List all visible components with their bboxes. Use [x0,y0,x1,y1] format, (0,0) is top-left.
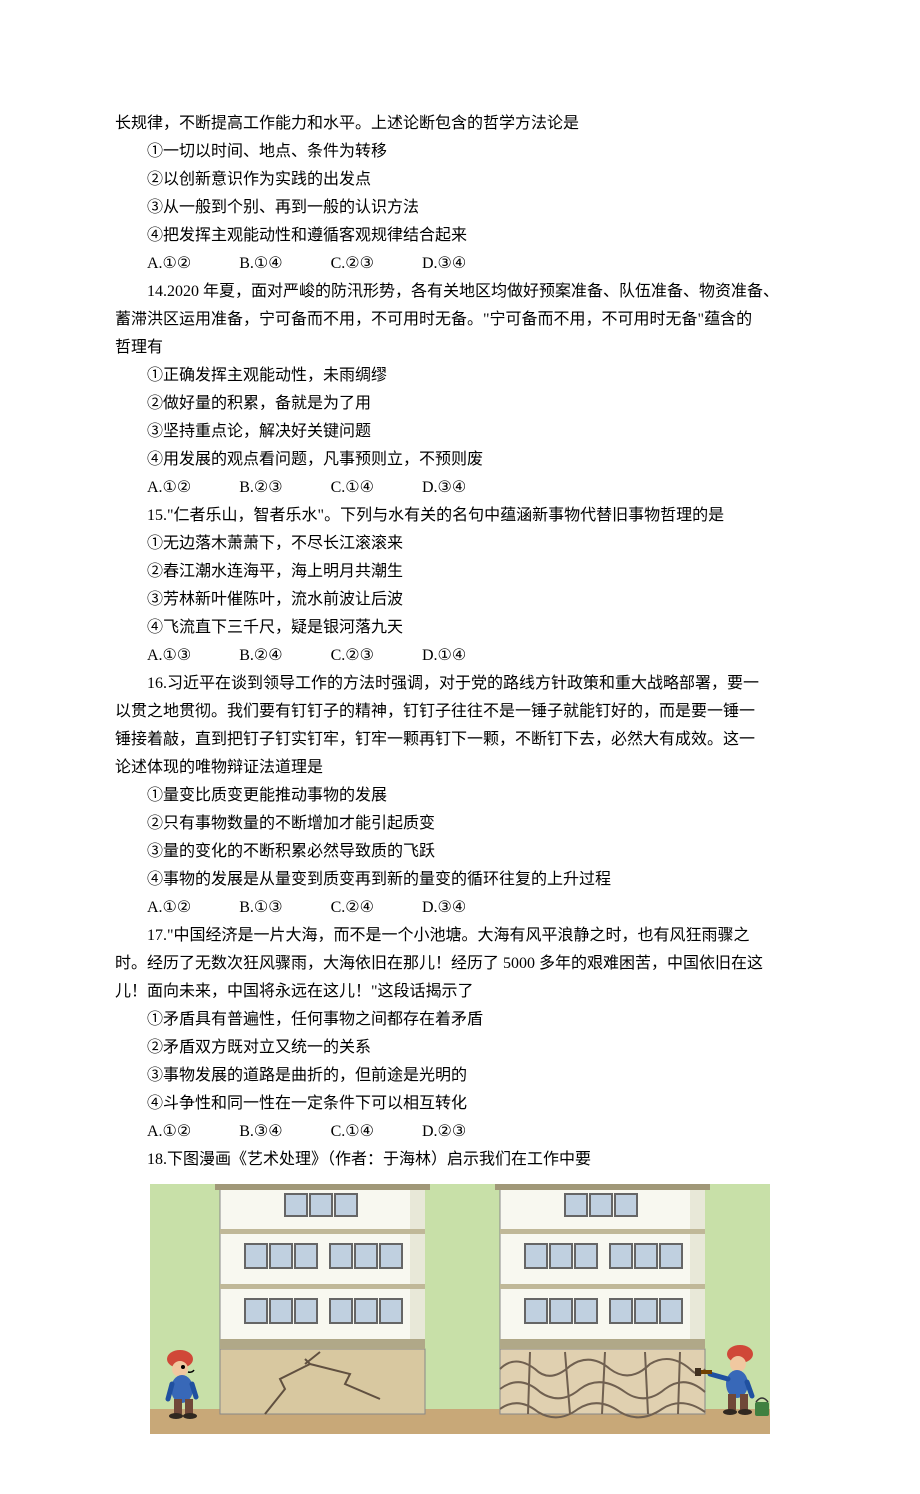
q17-opt4: ④斗争性和同一性在一定条件下可以相互转化 [115,1090,805,1118]
q14-lead2: 蓄滞洪区运用准备，宁可备而不用，不可用时无备。"宁可备而不用，不可用时无备"蕴含… [115,306,805,334]
q17-choices: A.①② B.③④ C.①④ D.②③ [115,1118,805,1146]
q16-opt1: ①量变比质变更能推动事物的发展 [115,782,805,810]
q16-lead4: 论述体现的唯物辩证法道理是 [115,754,805,782]
q15-opt4: ④飞流直下三千尺，疑是银河落九天 [115,614,805,642]
q15-opt2: ②春江潮水连海平，海上明月共潮生 [115,558,805,586]
q15-opt1: ①无边落木萧萧下，不尽长江滚滚来 [115,530,805,558]
right-window-row1 [565,1194,637,1216]
q15-lead: 15."仁者乐山，智者乐水"。下列与水有关的名句中蕴涵新事物代替旧事物哲理的是 [115,502,805,530]
left-window-row1 [285,1194,357,1216]
q14-lead1: 14.2020 年夏，面对严峻的防汛形势，各有关地区均做好预案准备、队伍准备、物… [115,278,805,306]
q14-opt2: ②做好量的积累，备就是为了用 [115,390,805,418]
paint-bucket-icon [755,1402,769,1416]
q17-lead2: 时。经历了无数次狂风骤雨，大海依旧在那儿！经历了 5000 多年的艰难困苦，中国… [115,950,805,978]
q13-opt2: ②以创新意识作为实践的出发点 [115,166,805,194]
cartoon-wrapper [115,1184,805,1434]
q14-opt4: ④用发展的观点看问题，凡事预则立，不预则废 [115,446,805,474]
q14-lead3: 哲理有 [115,334,805,362]
q16-opt4: ④事物的发展是从量变到质变再到新的量变的循环往复的上升过程 [115,866,805,894]
q14-choices: A.①② B.②③ C.①④ D.③④ [115,474,805,502]
q18-lead: 18.下图漫画《艺术处理》（作者：于海林）启示我们在工作中要 [115,1146,805,1174]
q17-opt3: ③事物发展的道路是曲折的，但前途是光明的 [115,1062,805,1090]
q17-opt2: ②矛盾双方既对立又统一的关系 [115,1034,805,1062]
q17-lead1: 17."中国经济是一片大海，而不是一个小池塘。大海有风平浪静之时，也有风狂雨骤之 [115,922,805,950]
q16-choices: A.①② B.①③ C.②④ D.③④ [115,894,805,922]
left-building [215,1184,430,1414]
q14-opt1: ①正确发挥主观能动性，未雨绸缪 [115,362,805,390]
q15-choices: A.①③ B.②④ C.②③ D.①④ [115,642,805,670]
q13-opt3: ③从一般到个别、再到一般的认识方法 [115,194,805,222]
q16-lead1: 16.习近平在谈到领导工作的方法时强调，对于党的路线方针政策和重大战略部署，要一 [115,670,805,698]
q13-opt1: ①一切以时间、地点、条件为转移 [115,138,805,166]
q16-opt3: ③量的变化的不断积累必然导致质的飞跃 [115,838,805,866]
q13-choices: A.①② B.①④ C.②③ D.③④ [115,250,805,278]
q13-opt4: ④把发挥主观能动性和遵循客观规律结合起来 [115,222,805,250]
q15-opt3: ③芳林新叶催陈叶，流水前波让后波 [115,586,805,614]
right-building [495,1184,710,1417]
q16-opt2: ②只有事物数量的不断增加才能引起质变 [115,810,805,838]
q17-lead3: 儿！面向未来，中国将永远在这儿！"这段话揭示了 [115,978,805,1006]
q16-lead3: 锤接着敲，直到把钉子钉实钉牢，钉牢一颗再钉下一颗，不断钉下去，必然大有成效。这一 [115,726,805,754]
q17-opt1: ①矛盾具有普遍性，任何事物之间都存在着矛盾 [115,1006,805,1034]
q14-opt3: ③坚持重点论，解决好关键问题 [115,418,805,446]
q13-lead: 长规律，不断提高工作能力和水平。上述论断包含的哲学方法论是 [115,110,805,138]
q16-lead2: 以贯之地贯彻。我们要有钉钉子的精神，钉钉子往往不是一锤子就能钉好的，而是要一锤一 [115,698,805,726]
cartoon-svg [150,1184,770,1434]
